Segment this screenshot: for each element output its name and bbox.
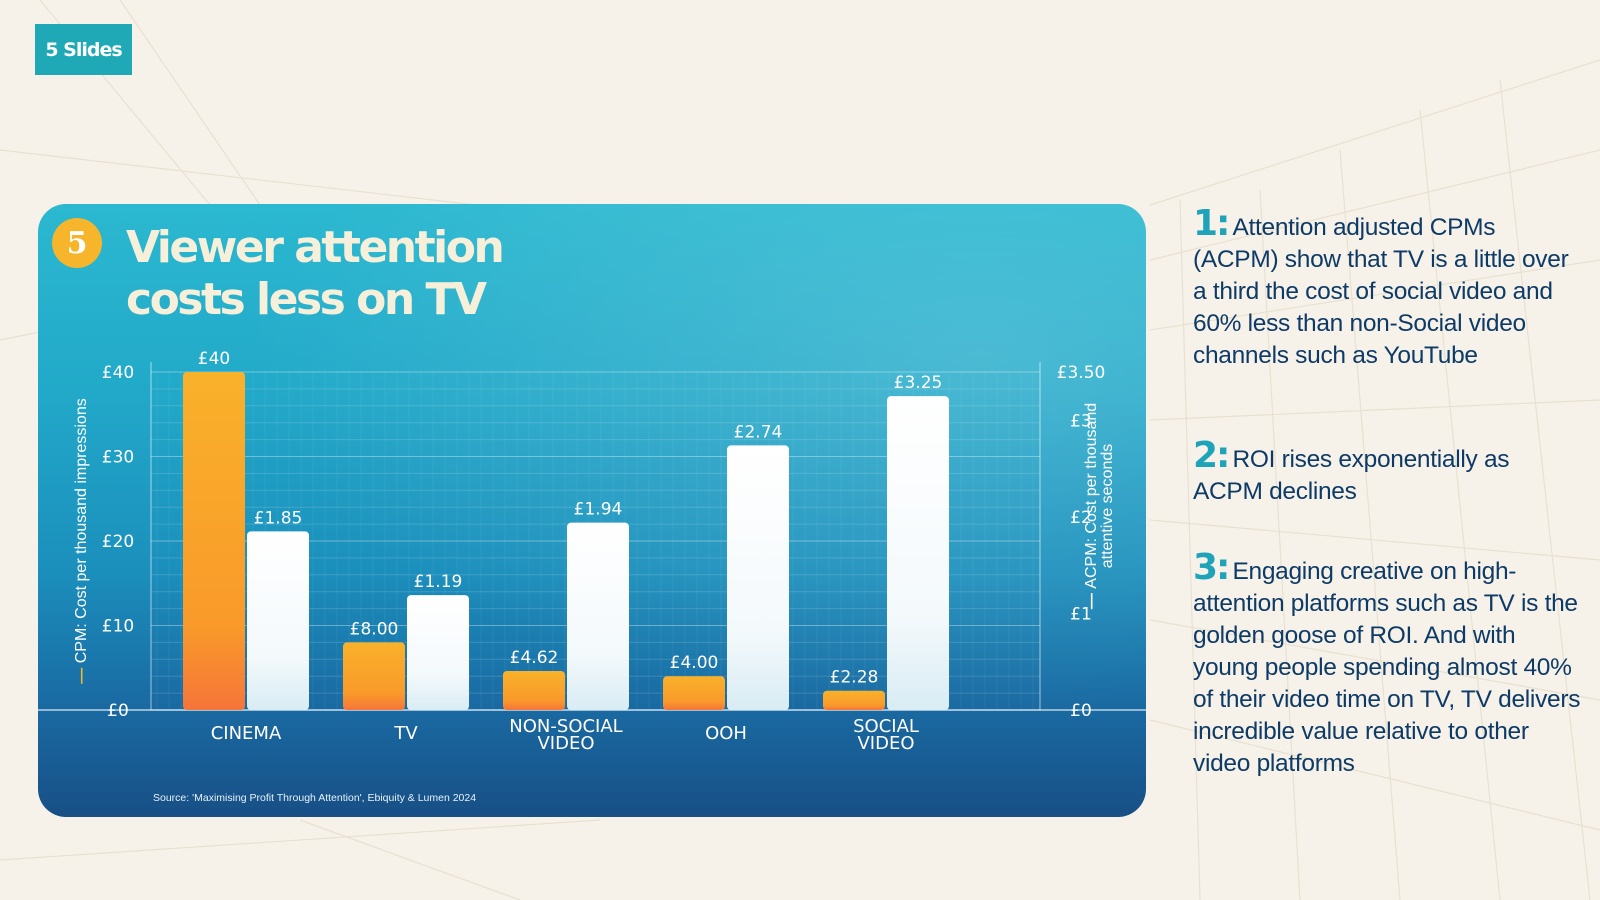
key-point-3: 3: Engaging creative on high-attention pl… — [1193, 550, 1583, 780]
chart-source: Source: 'Maximising Profit Through Atten… — [153, 792, 477, 804]
chart-title: Viewer attention costs less on TV — [126, 222, 586, 326]
y-tick-label: £10 — [102, 617, 134, 637]
x-category-label: CINEMA — [211, 723, 282, 744]
acpm-legend-marker: — — [1083, 589, 1100, 609]
key-point-text: Attention adjusted CPMs (ACPM) show that… — [1193, 214, 1569, 369]
chart-bars — [183, 372, 949, 710]
chart-title-line1: Viewer attention — [126, 222, 505, 273]
acpm-bar — [567, 522, 629, 710]
x-category-label: SOCIAL VIDEO — [853, 716, 919, 754]
y-tick-label: £0 — [107, 701, 129, 721]
cpm-data-label: £2.28 — [830, 668, 879, 688]
cpm-bar — [183, 372, 245, 710]
acpm-bar — [407, 595, 469, 710]
key-point-number: 1: — [1193, 203, 1230, 244]
bar-chart: £0 £10 £20 £30 £40 £0 £1 £2 £3 £3.50 — CPM: Cost p… — [38, 349, 1146, 754]
acpm-bar — [727, 445, 789, 710]
slide-number-circle: 5 — [52, 218, 102, 268]
x-category-label-line: VIDEO — [537, 733, 594, 754]
x-category-label-line: NON-SOCIAL — [509, 716, 622, 737]
key-point-number: 2: — [1193, 435, 1230, 476]
acpm-bar — [247, 531, 309, 710]
chart-title-line2: costs less on TV — [126, 274, 487, 325]
y-tick-label: £20 — [102, 532, 134, 552]
cpm-bar — [343, 642, 405, 710]
y-right-tick-label: £0 — [1070, 701, 1092, 721]
cpm-data-label: £4.00 — [670, 653, 719, 673]
cpm-data-label: £4.62 — [510, 648, 559, 668]
y-right-tick-label: £2 — [1070, 508, 1092, 528]
cpm-legend-marker: — — [73, 663, 90, 683]
acpm-data-label: £2.74 — [734, 422, 783, 442]
y-axis-title: — CPM: Cost per thousand impressions — [73, 398, 90, 683]
y-tick-label: £40 — [102, 363, 134, 383]
y-axis-title-text: CPM: Cost per thousand impressions — [73, 398, 90, 663]
y-right-tick-label: £3.50 — [1057, 363, 1106, 383]
key-point-text: Engaging creative on high-attention plat… — [1193, 558, 1581, 777]
y-right-axis-title-line2: attentive seconds — [1099, 444, 1116, 569]
x-category-label: OOH — [705, 723, 747, 744]
acpm-bar — [887, 396, 949, 710]
key-point-text: ROI rises exponentially as ACPM declines — [1193, 446, 1510, 505]
acpm-data-label: £3.25 — [894, 373, 943, 393]
chart-labels: £0 £10 £20 £30 £40 £0 £1 £2 £3 £3.50 — CPM: Cost p… — [73, 349, 1116, 754]
y-right-tick-label: £3 — [1070, 411, 1092, 431]
cpm-data-label: £40 — [198, 349, 230, 369]
x-category-label-line: SOCIAL — [853, 716, 919, 737]
acpm-data-label: £1.85 — [254, 508, 303, 528]
chart-card: £0 £10 £20 £30 £40 £0 £1 £2 £3 £3.50 — CPM: Cost p… — [38, 204, 1146, 817]
acpm-data-label: £1.19 — [414, 572, 463, 592]
cpm-bar — [823, 690, 885, 710]
cpm-data-label: £8.00 — [350, 619, 399, 639]
y-right-axis-title: — ACPM: Cost per thousandattentive secon… — [1083, 403, 1116, 609]
y-tick-label: £30 — [102, 448, 134, 468]
key-point-1: 1: Attention adjusted CPMs (ACPM) show th… — [1193, 206, 1583, 372]
key-point-2: 2: ROI rises exponentially as ACPM declin… — [1193, 438, 1583, 508]
x-category-label: TV — [393, 723, 418, 744]
key-point-number: 3: — [1193, 547, 1230, 588]
cpm-bar — [503, 670, 565, 710]
x-category-label-line: VIDEO — [857, 733, 914, 754]
cpm-bar — [663, 676, 725, 710]
x-category-label: NON-SOCIAL VIDEO — [509, 716, 622, 754]
y-right-axis-title-line1: ACPM: Cost per thousand — [1083, 403, 1100, 589]
acpm-data-label: £1.94 — [574, 500, 623, 520]
slides-count-badge[interactable]: 5 Slides — [35, 24, 132, 75]
y-right-tick-label: £1 — [1070, 604, 1092, 624]
